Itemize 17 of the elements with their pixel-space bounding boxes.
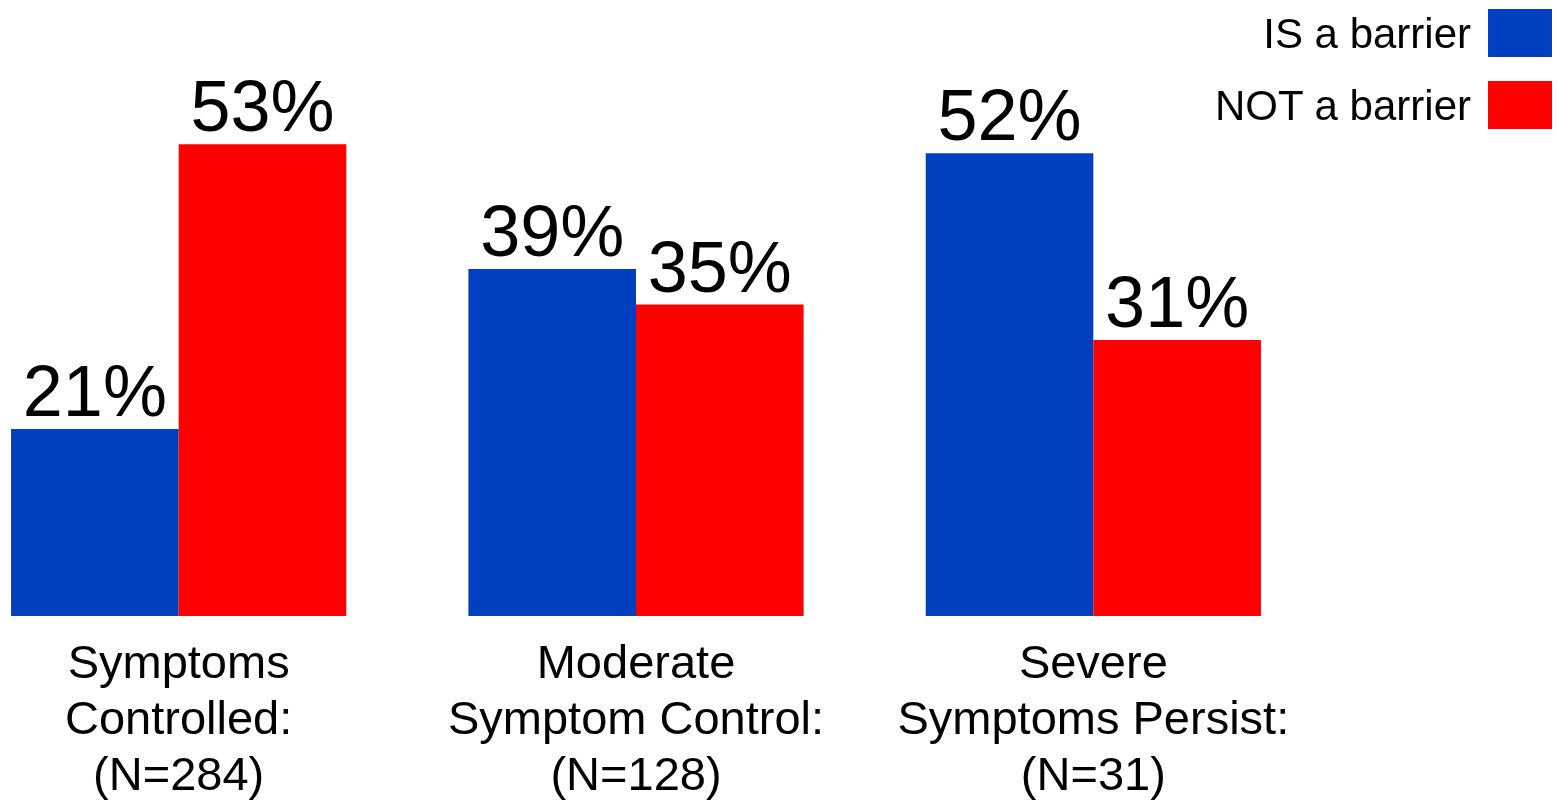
data-label: 21% [22,351,167,432]
bar [468,268,636,616]
legend-label: IS a barrier [1263,9,1472,57]
data-label: 53% [190,66,335,147]
legend-label: NOT a barrier [1215,81,1471,129]
data-label: 35% [647,226,792,307]
bar [925,153,1094,616]
data-label: 52% [937,75,1082,156]
data-label: 31% [1105,262,1250,343]
bar [636,304,804,616]
bar [11,429,179,616]
bar [1093,340,1261,616]
x-tick-label: Severe Symptoms Persist: (N=31) [897,634,1290,800]
x-tick-label: Moderate Symptom Control: (N=128) [447,634,825,800]
x-tick-label: Symptoms Controlled: (N=284) [65,634,293,800]
data-label: 39% [480,190,625,271]
bar [178,144,347,616]
